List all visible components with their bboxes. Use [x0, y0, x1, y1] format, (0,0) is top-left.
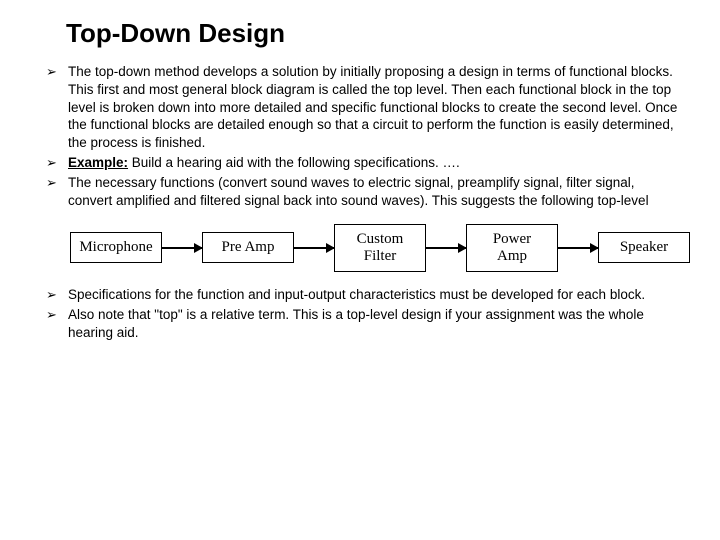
bullets-bottom: Specifications for the function and inpu…: [36, 286, 684, 341]
arrow-icon: [294, 247, 334, 249]
diagram-box-microphone: Microphone: [70, 232, 162, 263]
bullet-text: The necessary functions (convert sound w…: [68, 175, 649, 208]
bullet-text: Also note that "top" is a relative term.…: [68, 307, 644, 340]
block-diagram: Microphone Pre Amp CustomFilter PowerAmp…: [76, 224, 684, 273]
bullet-item: The necessary functions (convert sound w…: [42, 174, 678, 210]
arrow-icon: [426, 247, 466, 249]
bullets-top: The top-down method develops a solution …: [36, 63, 684, 210]
bullet-item: Also note that "top" is a relative term.…: [42, 306, 678, 342]
bullet-text: The top-down method develops a solution …: [68, 64, 677, 150]
bullet-item: Example: Build a hearing aid with the fo…: [42, 154, 678, 172]
bullet-item: Specifications for the function and inpu…: [42, 286, 678, 304]
slide: Top-Down Design The top-down method deve…: [0, 0, 720, 363]
bullet-text: Specifications for the function and inpu…: [68, 287, 645, 302]
diagram-box-speaker: Speaker: [598, 232, 690, 263]
diagram-box-filter: CustomFilter: [334, 224, 426, 273]
diagram-box-preamp: Pre Amp: [202, 232, 294, 263]
page-title: Top-Down Design: [66, 18, 684, 49]
arrow-icon: [558, 247, 598, 249]
bullet-item: The top-down method develops a solution …: [42, 63, 678, 152]
arrow-icon: [162, 247, 202, 249]
bullet-prefix: Example:: [68, 155, 128, 170]
bullet-text: Build a hearing aid with the following s…: [128, 155, 460, 170]
diagram-box-poweramp: PowerAmp: [466, 224, 558, 273]
